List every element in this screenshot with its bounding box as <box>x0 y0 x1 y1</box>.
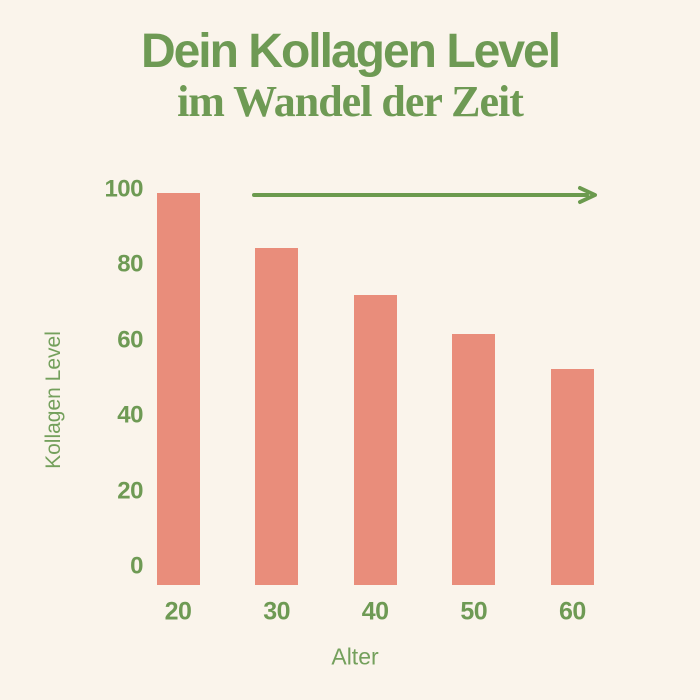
bar-age-30 <box>255 247 299 585</box>
title-line-1: Dein Kollagen Level <box>140 25 561 78</box>
right-arrow-icon <box>252 186 597 204</box>
x-tick-label-20: 20 <box>164 597 192 626</box>
x-tick-label-50: 50 <box>460 597 488 626</box>
x-tick-label-40: 40 <box>361 597 389 626</box>
x-tick-label-60: 60 <box>558 597 586 626</box>
y-axis-title: Kollagen Level <box>42 331 65 469</box>
bar-age-60 <box>550 369 594 585</box>
bar-age-20 <box>156 193 200 585</box>
y-tick-label-60: 60 <box>117 326 143 354</box>
x-axis-title: Alter <box>331 643 379 670</box>
bar-age-40 <box>353 294 397 585</box>
y-tick-label-80: 80 <box>117 250 143 278</box>
y-tick-label-20: 20 <box>117 477 143 505</box>
bar-age-50 <box>452 334 496 585</box>
y-tick-label-0: 0 <box>130 552 143 580</box>
x-tick-label-30: 30 <box>263 597 290 626</box>
title-line-2: im Wandel der Zeit <box>177 77 524 126</box>
y-tick-label-40: 40 <box>117 401 143 429</box>
y-tick-label-100: 100 <box>104 175 143 203</box>
